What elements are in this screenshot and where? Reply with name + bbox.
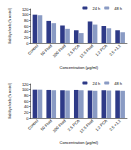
svg-text:40: 40 [24, 104, 29, 109]
svg-text:24 h: 24 h [92, 6, 100, 11]
svg-text:200 Fluid: 200 Fluid [52, 118, 67, 133]
svg-text:2,5 PCA: 2,5 PCA [66, 43, 81, 58]
svg-text:Viability of cells (% control): Viability of cells (% control) [8, 8, 12, 44]
svg-text:60: 60 [24, 99, 29, 104]
svg-text:20: 20 [24, 35, 29, 40]
svg-text:2,5 +1,2: 2,5 +1,2 [108, 43, 122, 57]
svg-text:50 Fluid: 50 Fluid [39, 118, 53, 132]
svg-text:50 Fluid: 50 Fluid [39, 43, 53, 57]
svg-text:48 h: 48 h [114, 6, 122, 11]
svg-text:100: 100 [22, 87, 29, 92]
svg-text:100: 100 [22, 12, 29, 17]
svg-text:2,5 PCA: 2,5 PCA [66, 118, 81, 133]
svg-text:0: 0 [26, 116, 29, 121]
svg-text:Concentration (μg/ml): Concentration (μg/ml) [60, 65, 99, 70]
svg-text:Control: Control [27, 118, 40, 131]
svg-text:40: 40 [24, 29, 29, 34]
svg-text:12,5 Fluid: 12,5 Fluid [78, 118, 94, 134]
svg-text:0: 0 [26, 41, 29, 46]
svg-text:Viability of cells (% control): Viability of cells (% control) [8, 83, 12, 119]
svg-text:80: 80 [24, 93, 29, 98]
svg-text:120: 120 [22, 82, 29, 87]
svg-text:1,2 PCA: 1,2 PCA [94, 43, 108, 57]
svg-text:80: 80 [24, 18, 29, 23]
svg-text:120: 120 [22, 7, 29, 12]
svg-text:20: 20 [24, 110, 29, 115]
svg-text:12,5 Fluid: 12,5 Fluid [78, 43, 94, 59]
svg-text:1,2 PCA: 1,2 PCA [94, 118, 108, 132]
svg-text:60: 60 [24, 24, 29, 29]
svg-text:24 h: 24 h [92, 81, 100, 86]
svg-text:48 h: 48 h [114, 81, 122, 86]
svg-text:200 Fluid: 200 Fluid [52, 43, 67, 58]
svg-text:2,5 +1,2: 2,5 +1,2 [108, 118, 122, 132]
svg-text:Control: Control [27, 43, 40, 56]
svg-text:Concentration (μg/ml): Concentration (μg/ml) [60, 140, 99, 145]
